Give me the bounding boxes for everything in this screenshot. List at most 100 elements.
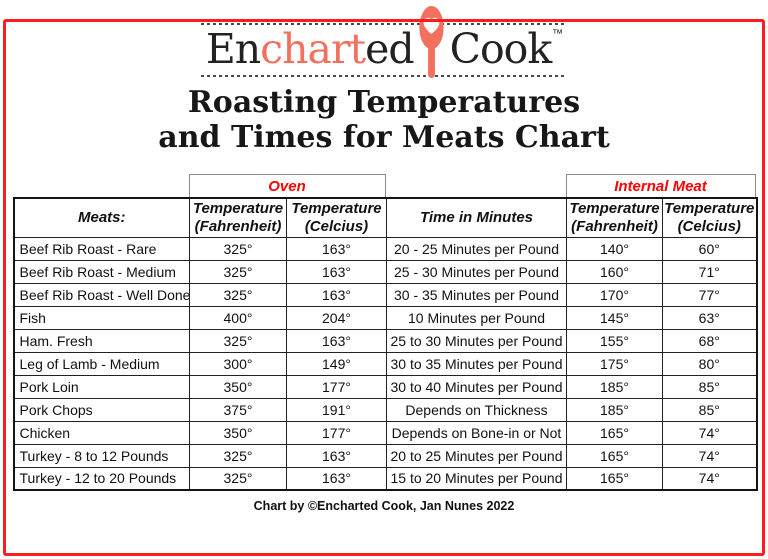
meat-name-cell: Fish [13,305,190,330]
internal-temp-f-cell: 160° [566,259,663,284]
meat-name-cell: Chicken [13,420,190,445]
oven-temp-f-cell: 325° [189,259,287,284]
internal-temp-c-cell: 74° [662,466,757,491]
oven-temp-f-cell: 300° [189,351,287,376]
table-row: Leg of Lamb - Medium 300° 149° 30 to 35 Min… [13,351,757,376]
time-in-minutes-cell: 25 - 30 Minutes per Pound [386,259,567,284]
internal-temp-c-cell: 63° [662,305,757,330]
table-row: Fish 400° 204° 10 Minutes per Pound 145° 63° [13,305,757,330]
internal-temp-c-cell: 60° [662,236,757,261]
time-in-minutes-cell: Depends on Bone-in or Not [386,420,567,445]
oven-temp-c-cell: 204° [286,305,387,330]
oven-temp-f-cell: 325° [189,282,287,307]
oven-temp-c-cell: 177° [286,420,387,445]
brand-text-ed: ed [365,25,415,73]
oven-temp-c-cell: 191° [286,397,387,422]
internal-temp-f-cell: 170° [566,282,663,307]
time-in-minutes-cell: 30 - 35 Minutes per Pound [386,282,567,307]
oven-temp-f-cell: 375° [189,397,287,422]
brand-logo: En chart ed Cook ™ [201,6,567,82]
credit-text: Chart by ©Encharted Cook, Jan Nunes 2022 [253,499,515,513]
internal-temp-f-cell: 175° [566,351,663,376]
meat-name-cell: Beef Rib Roast - Rare [13,236,190,261]
internal-temp-f-cell: 145° [566,305,663,330]
table-row: Chicken 350° 177° Depends on Bone-in or Not… [13,420,757,445]
meat-chart-section: Oven Internal Meat Meats: Temperature (Fa… [12,174,758,491]
col-header-oven-celcius: Temperature (Celcius) [286,197,387,238]
internal-temp-f-cell: 165° [566,420,663,445]
col-header-meats: Meats: [13,197,190,238]
internal-temp-f-cell: 140° [566,236,663,261]
page-title: Roasting Temperatures and Times for Meat… [0,85,768,155]
table-row: Beef Rib Roast - Medium 325° 163° 25 - 30 M… [13,259,757,284]
internal-temp-f-cell: 185° [566,374,663,399]
logo-dashed-line-bottom [201,75,567,77]
oven-group-label: Oven [268,177,306,195]
internal-meat-group-label: Internal Meat [614,177,707,195]
time-in-minutes-cell: Depends on Thickness [386,397,567,422]
col-header-oven-fahrenheit: Temperature (Fahrenheit) [189,197,287,238]
brand-text-en: En [205,25,261,73]
oven-temp-f-cell: 350° [189,420,287,445]
table-row: Ham. Fresh 325° 163° 25 to 30 Minutes per P… [13,328,757,353]
internal-temp-c-cell: 74° [662,420,757,445]
oven-temp-c-cell: 163° [286,236,387,261]
oven-temp-f-cell: 325° [189,328,287,353]
internal-temp-f-cell: 155° [566,328,663,353]
oven-temp-f-cell: 400° [189,305,287,330]
table-body: Beef Rib Roast - Rare 325° 163° 20 - 25 Min… [13,236,757,491]
time-in-minutes-cell: 30 to 35 Minutes per Pound [386,351,567,376]
time-in-minutes-cell: 10 Minutes per Pound [386,305,567,330]
internal-temp-c-cell: 68° [662,328,757,353]
internal-temp-f-cell: 185° [566,397,663,422]
internal-temp-c-cell: 74° [662,443,757,468]
brand-text-cook: Cook [449,25,553,73]
brand-wordmark: En chart ed Cook ™ [201,6,567,82]
oven-group-header: Oven [188,174,386,197]
internal-temp-c-cell: 71° [662,259,757,284]
logo-dashed-line-top [201,23,567,25]
time-in-minutes-cell: 20 to 25 Minutes per Pound [386,443,567,468]
table-row: Beef Rib Roast - Well Done 325° 163° 30 - 3… [13,282,757,307]
spoon-heart-icon [418,6,444,78]
oven-temp-c-cell: 149° [286,351,387,376]
time-in-minutes-cell: 30 to 40 Minutes per Pound [386,374,567,399]
meat-name-cell: Turkey - 8 to 12 Pounds [13,443,190,468]
oven-temp-c-cell: 163° [286,328,387,353]
trademark-symbol: ™ [552,28,564,40]
time-in-minutes-cell: 20 - 25 Minutes per Pound [386,236,567,261]
oven-temp-c-cell: 163° [286,443,387,468]
page-title-line1: Roasting Temperatures [187,85,581,120]
table-row: Turkey - 12 to 20 Pounds 325° 163° 15 to 20… [13,466,757,491]
page-title-line2: and Times for Meats Chart [158,120,610,155]
time-in-minutes-cell: 25 to 30 Minutes per Pound [386,328,567,353]
internal-meat-group-header: Internal Meat [565,174,756,197]
meat-name-cell: Turkey - 12 to 20 Pounds [13,466,190,491]
internal-temp-c-cell: 85° [662,374,757,399]
group-header-row: Oven Internal Meat [13,174,756,197]
internal-temp-c-cell: 85° [662,397,757,422]
table-row: Turkey - 8 to 12 Pounds 325° 163° 20 to 25 … [13,443,757,468]
meat-name-cell: Pork Loin [13,374,190,399]
brand-text-chart: chart [260,25,366,73]
oven-temp-f-cell: 325° [189,466,287,491]
internal-temp-f-cell: 165° [566,443,663,468]
oven-temp-c-cell: 163° [286,466,387,491]
meat-name-cell: Ham. Fresh [13,328,190,353]
internal-temp-f-cell: 165° [566,466,663,491]
meat-name-cell: Leg of Lamb - Medium [13,351,190,376]
oven-temp-c-cell: 177° [286,374,387,399]
table-row: Beef Rib Roast - Rare 325° 163° 20 - 25 Min… [13,236,757,261]
oven-temp-f-cell: 325° [189,236,287,261]
table-row: Pork Chops 375° 191° Depends on Thickness 18… [13,397,757,422]
internal-temp-c-cell: 77° [662,282,757,307]
oven-temp-f-cell: 325° [189,443,287,468]
col-header-internal-fahrenheit: Temperature (Fahrenheit) [566,197,663,238]
table-row: Pork Loin 350° 177° 30 to 40 Minutes per Po… [13,374,757,399]
meat-name-cell: Pork Chops [13,397,190,422]
column-header-row: Meats: Temperature (Fahrenheit) Temperatu… [13,197,757,238]
time-in-minutes-cell: 15 to 20 Minutes per Pound [386,466,567,491]
meat-name-cell: Beef Rib Roast - Well Done [13,282,190,307]
roasting-chart-table: Meats: Temperature (Fahrenheit) Temperatu… [12,197,758,491]
meat-name-cell: Beef Rib Roast - Medium [13,259,190,284]
